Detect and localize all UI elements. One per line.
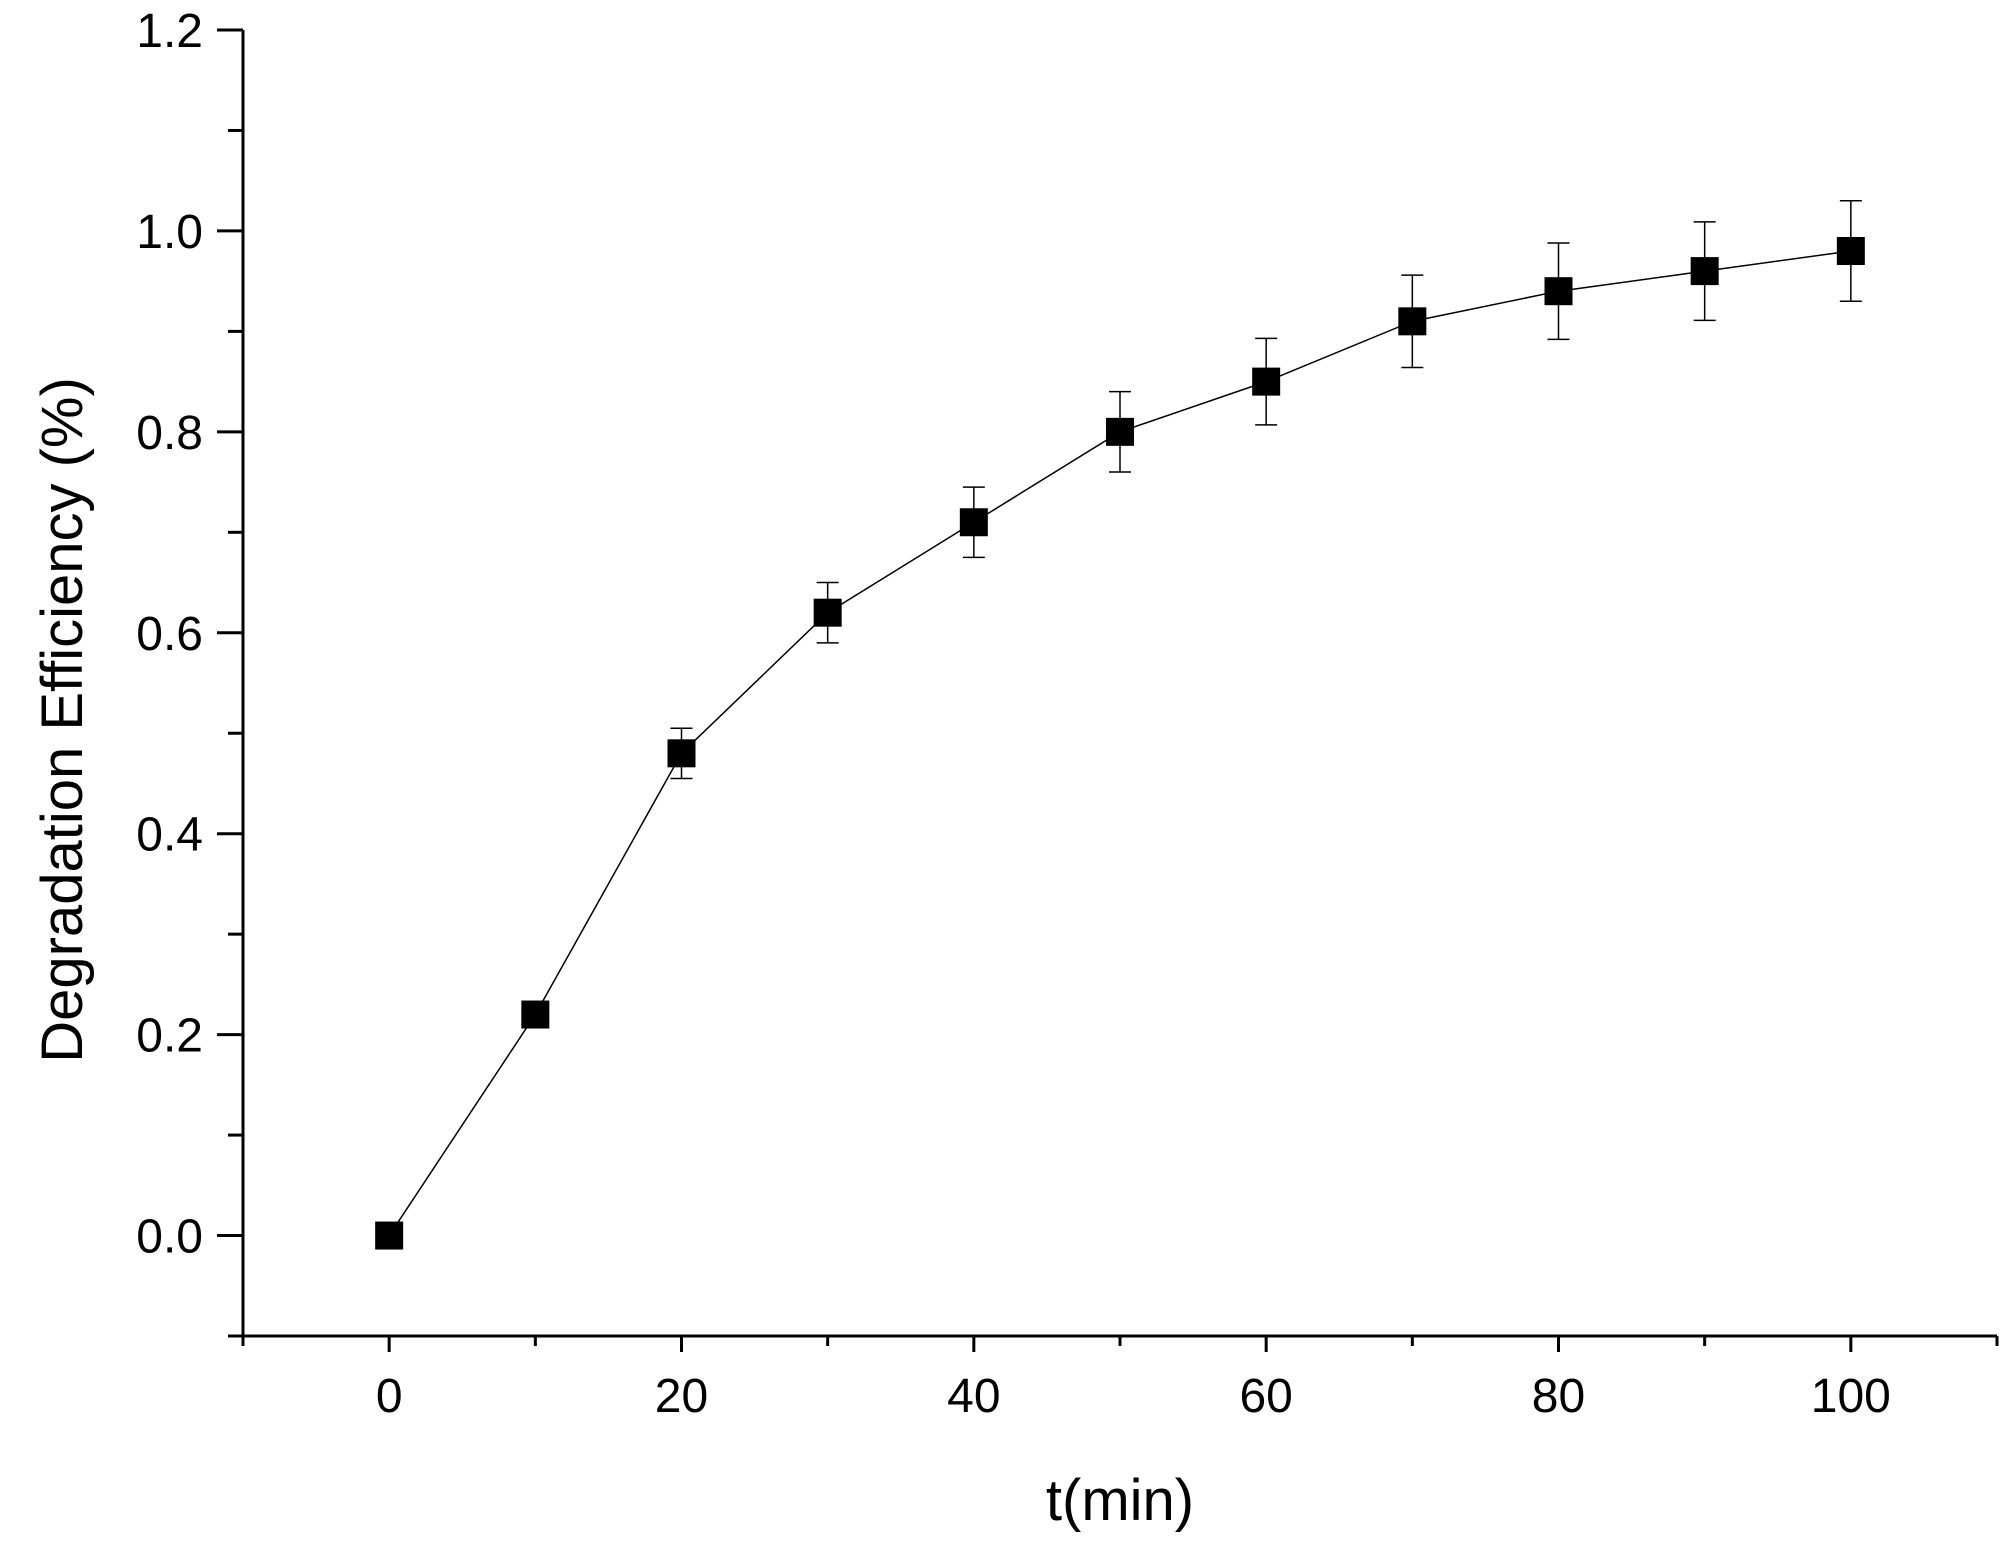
- x-tick-label: 60: [1239, 1370, 1292, 1423]
- tick-labels: 0 20 40 60 80 100 0.0 0.2 0.4 0.6 0.8 1.0 1.2: [136, 5, 1891, 1423]
- x-axis-title: t(min): [1046, 1468, 1194, 1533]
- data-point: [521, 1000, 550, 1029]
- x-tick-label: 100: [1811, 1370, 1891, 1423]
- y-tick-label: 0.8: [136, 407, 203, 460]
- x-tick-label: 80: [1532, 1370, 1585, 1423]
- data-point: [375, 1221, 404, 1250]
- data-point: [1544, 277, 1573, 306]
- x-tick-label: 40: [947, 1370, 1000, 1423]
- x-tick-label: 20: [655, 1370, 708, 1423]
- data-point: [959, 508, 988, 537]
- y-tick-label: 0.4: [136, 809, 203, 862]
- data-point: [1106, 417, 1134, 446]
- data-point: [1252, 367, 1281, 396]
- y-axis-title: Degradation Efficiency (%): [30, 377, 95, 1063]
- x-tick-label: 0: [376, 1370, 403, 1423]
- ticks: [217, 28, 1999, 1352]
- data-point: [667, 739, 696, 768]
- data-point: [1836, 237, 1865, 266]
- y-tick-label: 0.0: [136, 1211, 203, 1264]
- y-tick-label: 1.2: [136, 5, 203, 58]
- y-tick-label: 0.6: [136, 608, 203, 661]
- y-tick-label: 1.0: [136, 206, 203, 259]
- data-point: [813, 598, 842, 627]
- data-point: [1398, 307, 1427, 336]
- y-tick-label: 0.2: [136, 1010, 203, 1063]
- data-series: [375, 200, 1865, 1250]
- data-point: [1690, 257, 1719, 286]
